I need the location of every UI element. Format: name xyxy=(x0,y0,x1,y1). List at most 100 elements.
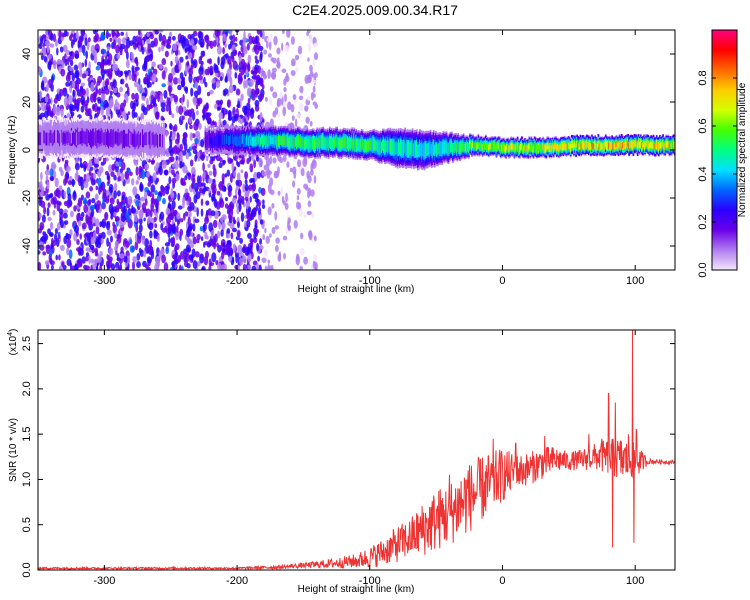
noise-speckle xyxy=(192,236,197,245)
noise-speckle xyxy=(217,230,221,239)
noise-speckle xyxy=(241,156,246,165)
band-cell xyxy=(216,135,219,146)
noise-speckle xyxy=(42,42,45,48)
noise-speckle xyxy=(112,57,116,67)
noise-speckle xyxy=(165,130,168,137)
noise-speckle xyxy=(289,167,293,173)
band-cell xyxy=(235,136,238,147)
noise-speckle xyxy=(300,232,304,240)
noise-speckle xyxy=(66,233,72,240)
noise-speckle xyxy=(291,115,295,121)
noise-speckle xyxy=(220,264,226,270)
noise-speckle xyxy=(204,35,209,41)
noise-speckle xyxy=(237,221,240,229)
noise-speckle xyxy=(202,113,205,121)
noise-speckle xyxy=(200,38,205,48)
noise-speckle xyxy=(282,30,285,35)
band-cell xyxy=(406,142,409,155)
noise-speckle xyxy=(49,175,54,181)
noise-speckle xyxy=(83,180,89,189)
noise-speckle xyxy=(188,67,194,76)
noise-speckle xyxy=(169,267,174,270)
noise-speckle xyxy=(168,31,173,37)
band-cell xyxy=(423,144,426,158)
noise-speckle xyxy=(152,97,157,107)
noise-speckle xyxy=(298,95,304,101)
band-cell xyxy=(59,133,61,147)
noise-speckle xyxy=(169,123,173,130)
noise-speckle xyxy=(101,73,105,81)
noise-speckle xyxy=(78,47,82,53)
band-cell xyxy=(58,130,60,144)
noise-speckle xyxy=(133,214,138,223)
band-cell xyxy=(461,142,464,151)
band-cell xyxy=(150,134,153,148)
noise-speckle xyxy=(209,159,214,165)
band-cell xyxy=(232,134,234,144)
noise-speckle xyxy=(146,171,150,178)
band-cell xyxy=(264,135,266,145)
band-cell xyxy=(146,132,148,145)
noise-speckle xyxy=(305,116,310,125)
band-cell xyxy=(98,131,101,145)
noise-speckle xyxy=(43,206,47,215)
band-cell xyxy=(73,131,75,144)
band-cell xyxy=(488,144,490,151)
noise-speckle xyxy=(210,229,214,240)
noise-speckle xyxy=(213,198,218,208)
noise-speckle xyxy=(306,96,311,101)
noise-speckle xyxy=(189,124,193,130)
noise-speckle xyxy=(83,204,89,214)
noise-speckle xyxy=(88,255,91,265)
noise-speckle xyxy=(164,225,168,233)
noise-speckle xyxy=(171,177,177,184)
noise-speckle xyxy=(106,221,111,231)
band-cell xyxy=(313,138,315,148)
noise-speckle xyxy=(274,107,279,115)
band-cell xyxy=(219,134,222,144)
noise-speckle xyxy=(231,161,235,172)
band-cell xyxy=(294,137,297,147)
band-cell xyxy=(327,139,330,150)
noise-speckle xyxy=(49,248,53,256)
noise-speckle xyxy=(184,211,188,217)
noise-speckle xyxy=(222,33,227,39)
noise-speckle xyxy=(185,192,190,198)
noise-speckle xyxy=(228,110,232,118)
band-cell xyxy=(57,130,59,143)
noise-speckle xyxy=(144,238,149,247)
noise-speckle xyxy=(49,192,54,198)
band-cell xyxy=(318,137,320,147)
noise-speckle xyxy=(282,106,287,117)
noise-speckle xyxy=(237,100,241,108)
noise-speckle xyxy=(228,43,232,50)
band-cell xyxy=(473,142,475,150)
noise-speckle xyxy=(206,115,211,122)
noise-speckle xyxy=(73,64,79,71)
noise-speckle xyxy=(185,87,188,94)
noise-speckle xyxy=(244,171,249,180)
band-cell xyxy=(144,132,146,146)
noise-speckle xyxy=(224,75,228,82)
noise-speckle xyxy=(178,62,182,71)
band-cell xyxy=(496,143,499,150)
noise-speckle xyxy=(96,200,101,207)
band-cell xyxy=(114,131,117,145)
band-cell xyxy=(65,130,68,144)
band-cell xyxy=(495,145,498,152)
band-cell xyxy=(291,137,294,148)
band-cell xyxy=(468,143,470,152)
band-cell xyxy=(105,132,108,145)
noise-speckle xyxy=(249,238,254,243)
band-cell xyxy=(296,137,298,148)
noise-speckle xyxy=(50,260,55,266)
noise-speckle xyxy=(126,217,131,222)
band-cell xyxy=(128,131,130,145)
noise-speckle xyxy=(247,232,252,239)
noise-speckle xyxy=(257,201,261,208)
noise-speckle xyxy=(99,264,103,270)
band-cell xyxy=(358,140,361,150)
noise-speckle xyxy=(183,142,188,152)
noise-speckle xyxy=(80,30,84,35)
noise-speckle xyxy=(67,180,73,186)
